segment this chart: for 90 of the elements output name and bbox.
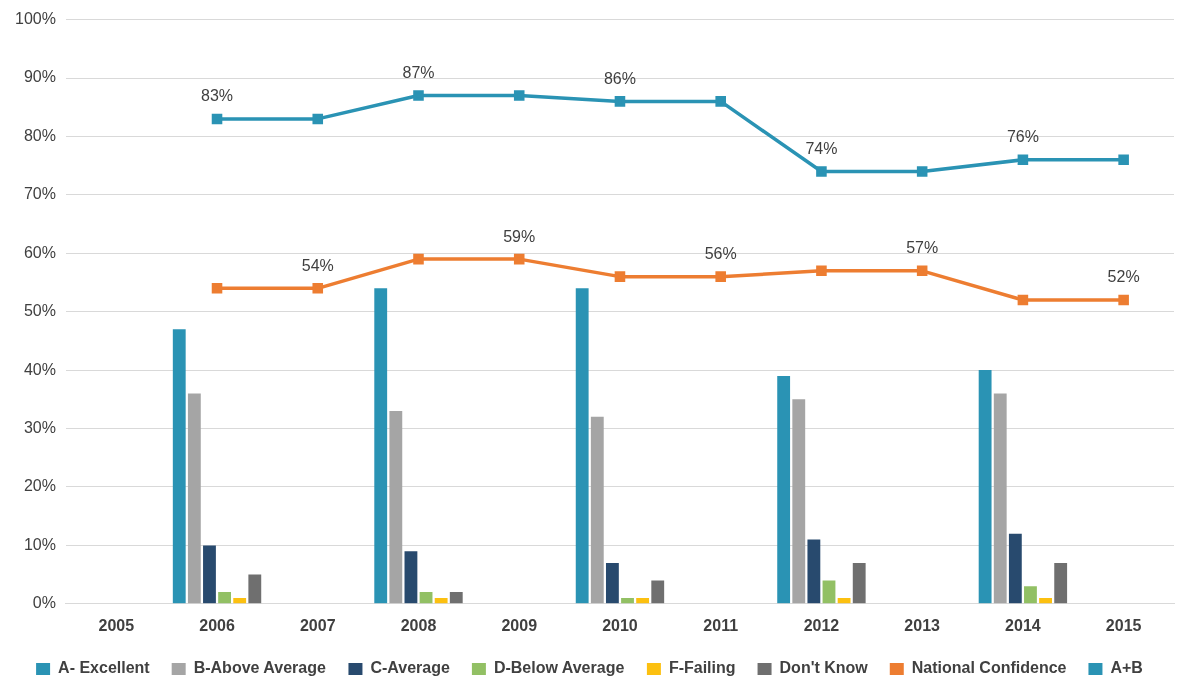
point: [513, 90, 525, 101]
legend-label: C-Average: [370, 659, 450, 677]
data-label: 87%: [402, 63, 435, 81]
point: [1118, 294, 1129, 306]
data-label: 83%: [201, 87, 234, 105]
bar: [172, 329, 186, 604]
bar: [651, 580, 665, 604]
legend-label: Don't Know: [779, 659, 869, 677]
bar: [807, 539, 821, 604]
bar: [822, 580, 836, 604]
point: [211, 113, 223, 125]
bar: [203, 545, 216, 604]
bar: [621, 597, 634, 604]
x-tick-label: 2008: [400, 616, 437, 634]
point: [916, 166, 928, 177]
bar: [187, 393, 201, 604]
y-tick-label: 70%: [23, 185, 56, 203]
data-label: 76%: [1006, 128, 1039, 146]
point: [715, 96, 726, 107]
bar: [837, 597, 851, 604]
bar: [1054, 562, 1068, 604]
bar: [605, 562, 619, 604]
y-tick-label: 80%: [23, 126, 56, 144]
y-tick-label: 10%: [23, 535, 56, 553]
legend-label: B-Above Average: [193, 659, 326, 677]
bar: [792, 399, 806, 604]
x-tick-label: 2013: [904, 616, 941, 634]
point: [413, 253, 424, 265]
bar: [434, 597, 448, 604]
point: [312, 113, 324, 125]
bar: [852, 562, 866, 604]
x-tick-label: 2014: [1005, 616, 1041, 634]
point: [413, 90, 424, 101]
bar: [1039, 597, 1052, 604]
bar: [374, 288, 388, 604]
data-label: 74%: [805, 139, 838, 157]
bar: [1008, 533, 1022, 604]
bar: [590, 416, 604, 604]
data-label: 59%: [503, 227, 536, 245]
bar: [993, 393, 1007, 604]
x-tick-label: 2011: [703, 616, 739, 634]
y-tick-label: 60%: [23, 243, 56, 261]
y-tick-label: 100%: [15, 10, 56, 28]
legend-label: A+B: [1110, 659, 1143, 677]
point: [1118, 154, 1129, 166]
bar: [218, 592, 231, 604]
point: [715, 271, 726, 282]
x-tick-label: 2007: [299, 616, 336, 634]
point: [211, 283, 223, 294]
bar: [978, 370, 992, 604]
point: [614, 96, 626, 107]
x-tick-label: 2006: [199, 616, 235, 634]
x-tick-label: 2012: [803, 616, 840, 634]
y-tick-label: 20%: [23, 477, 56, 495]
data-label: 57%: [906, 239, 939, 257]
y-tick-label: 0%: [32, 594, 56, 612]
point: [1017, 294, 1029, 306]
point: [513, 253, 525, 265]
y-tick-label: 40%: [23, 360, 56, 378]
y-tick-label: 90%: [23, 68, 56, 86]
x-tick-label: 2009: [501, 616, 538, 634]
legend-label: National Confidence: [911, 659, 1067, 677]
point: [816, 166, 827, 177]
bar: [636, 597, 650, 604]
point: [816, 265, 827, 277]
data-label: 56%: [704, 245, 737, 263]
point: [312, 283, 324, 294]
legend-label: A- Excellent: [58, 659, 151, 677]
bar: [419, 592, 433, 604]
x-tick-label: 2010: [602, 616, 638, 634]
point: [916, 265, 928, 277]
data-label: 52%: [1107, 268, 1140, 286]
y-tick-label: 50%: [23, 302, 56, 320]
x-tick-label: 2015: [1105, 616, 1142, 634]
bar: [389, 411, 403, 604]
bar: [777, 375, 791, 604]
point: [614, 271, 626, 282]
legend-label: F-Failing: [668, 659, 736, 677]
bar: [248, 574, 262, 604]
point: [1017, 154, 1029, 166]
legend-label: D-Below Average: [493, 659, 625, 677]
data-label: 86%: [603, 69, 636, 87]
y-tick-label: 30%: [23, 418, 56, 436]
bar: [233, 597, 247, 604]
bar: [1024, 586, 1037, 604]
bar: [575, 288, 589, 604]
x-tick-label: 2005: [98, 616, 135, 634]
data-label: 54%: [301, 256, 334, 274]
bar: [404, 551, 418, 604]
bar: [449, 592, 463, 604]
